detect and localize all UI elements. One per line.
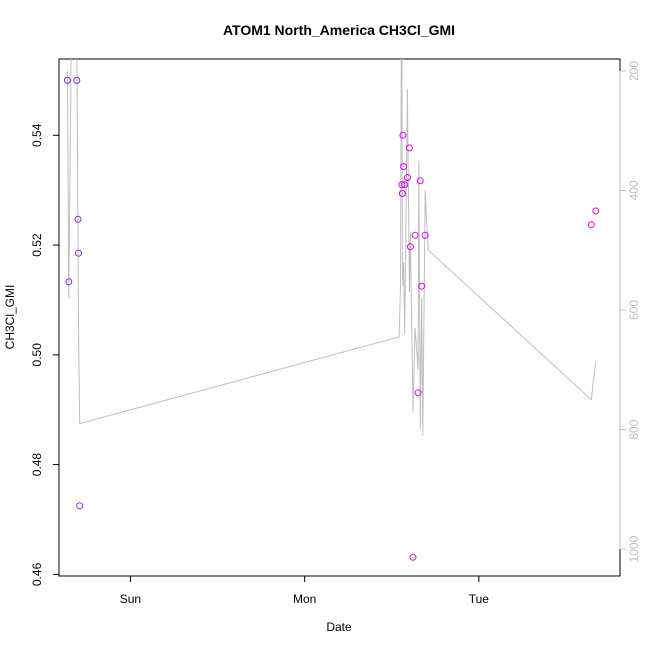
data-point	[75, 249, 82, 257]
x-axis-label: Date	[326, 620, 352, 634]
data-point	[398, 181, 406, 189]
data-point	[416, 177, 424, 185]
data-points-group	[63, 76, 600, 561]
y-right-tick-label: 800	[627, 419, 641, 439]
y-axis-left: 0.46 0.48 0.50 0.52 0.54	[30, 123, 60, 586]
data-point	[421, 231, 429, 239]
y-right-tick-label: 200	[627, 61, 641, 81]
data-point	[418, 282, 426, 290]
data-point	[74, 215, 82, 223]
data-point	[414, 389, 422, 397]
pressure-line	[66, 59, 597, 436]
data-point	[65, 278, 73, 286]
data-point	[400, 163, 408, 171]
chart-title: ATOM1 North_America CH3Cl_GMI	[223, 22, 455, 38]
x-axis: Sun Mon Tue	[120, 575, 490, 606]
data-point	[401, 181, 409, 189]
x-tick-label: Mon	[293, 592, 316, 606]
y-right-tick-label: 1000	[627, 535, 641, 562]
data-point	[399, 131, 407, 139]
data-point	[76, 502, 84, 510]
y-tick-label: 0.52	[30, 233, 44, 257]
y-axis-right: 200 400 600 800 1000	[619, 61, 641, 562]
data-point	[73, 76, 81, 84]
data-point	[398, 190, 406, 197]
data-point	[592, 207, 600, 215]
y-tick-label: 0.54	[30, 123, 44, 147]
y-tick-label: 0.50	[30, 343, 44, 367]
y-right-tick-label: 400	[627, 180, 641, 200]
data-point	[411, 231, 419, 239]
pressure-line-group	[66, 59, 597, 436]
data-point	[403, 174, 411, 181]
x-tick-label: Tue	[469, 592, 490, 606]
data-point	[409, 553, 417, 561]
y-tick-label: 0.46	[30, 562, 44, 586]
data-point	[587, 221, 595, 229]
y-right-tick-label: 600	[627, 300, 641, 320]
y-tick-label: 0.48	[30, 453, 44, 477]
y-axis-label: CH3Cl_GMI	[3, 285, 17, 350]
data-point	[406, 243, 414, 251]
x-tick-label: Sun	[120, 592, 141, 606]
data-point	[63, 76, 71, 84]
data-point	[405, 144, 413, 152]
